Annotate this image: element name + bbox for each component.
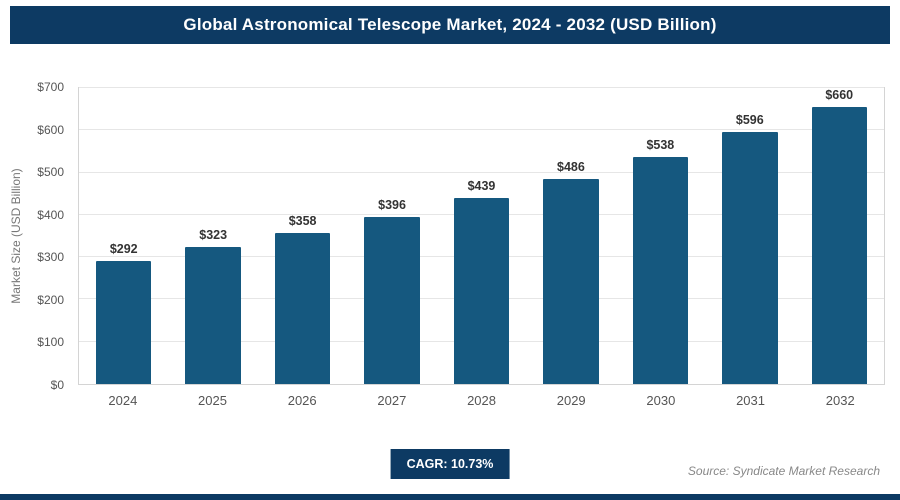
bar	[185, 247, 241, 384]
bar-series: $292 $323 $358 $396 $439 $486 $538 $596 $660	[79, 88, 884, 384]
bar-column: $323	[168, 88, 257, 384]
x-tick-label: 2032	[825, 393, 855, 408]
source-text: Source: Syndicate Market Research	[687, 464, 880, 478]
x-tick-label: 2028	[467, 393, 496, 408]
bar-value-label: $660	[825, 88, 854, 102]
bar-column: $486	[526, 88, 615, 384]
bar-value-label: $486	[557, 159, 585, 174]
bar-value-label: $292	[109, 241, 138, 256]
chart-title: Global Astronomical Telescope Market, 20…	[183, 15, 717, 34]
bar	[632, 156, 689, 384]
bar-value-label: $596	[735, 112, 764, 127]
bar-column: $396	[347, 88, 436, 384]
y-tick-label: $300	[37, 250, 64, 265]
bar-value-label: $538	[646, 137, 675, 152]
bar-value-label: $396	[378, 197, 406, 212]
bar-value-label: $358	[288, 213, 317, 228]
y-tick-label: $400	[37, 207, 64, 222]
y-tick-label: $500	[37, 165, 64, 180]
bar	[722, 131, 778, 384]
plot-area: $292 $323 $358 $396 $439 $486 $538 $596 $660	[78, 87, 885, 385]
x-tick-label: 2030	[646, 393, 676, 408]
cagr-badge: CAGR: 10.73%	[390, 449, 510, 479]
bar	[543, 178, 599, 384]
gridline	[79, 129, 884, 131]
bar-column: $292	[79, 88, 168, 384]
x-tick-label: 2027	[377, 393, 407, 408]
y-tick-label: $100	[37, 335, 64, 350]
bar	[811, 107, 867, 384]
x-tick-label: 2024	[108, 393, 138, 408]
bar	[364, 216, 420, 384]
x-tick-label: 2025	[198, 393, 227, 408]
gridline	[79, 87, 884, 88]
bar-value-label: $323	[199, 228, 228, 243]
bottom-accent-bar	[0, 494, 900, 500]
gridline	[79, 171, 884, 173]
bar-column: $439	[437, 88, 526, 384]
bar	[96, 260, 152, 384]
x-tick-label: 2029	[556, 393, 586, 408]
bar-column: $358	[258, 88, 347, 384]
y-axis-ticks: $0 $100 $200 $300 $400 $500 $600 $700	[0, 80, 70, 392]
bar-column: $596	[705, 88, 794, 384]
y-tick-label: $200	[37, 292, 64, 307]
bar	[453, 198, 510, 384]
chart-title-bar: Global Astronomical Telescope Market, 20…	[10, 6, 890, 44]
x-tick-label: 2026	[287, 393, 317, 408]
bar-value-label: $439	[467, 179, 496, 194]
y-tick-label: $0	[50, 378, 64, 392]
bar-column: $538	[616, 88, 705, 384]
x-axis-labels: 2024 2025 2026 2027 2028 2029 2030 2031 2032	[78, 393, 885, 408]
bar	[274, 232, 331, 384]
y-tick-label: $700	[37, 80, 64, 94]
x-tick-label: 2031	[736, 393, 765, 408]
y-tick-label: $600	[37, 122, 64, 137]
bar-column: $660	[795, 88, 884, 384]
